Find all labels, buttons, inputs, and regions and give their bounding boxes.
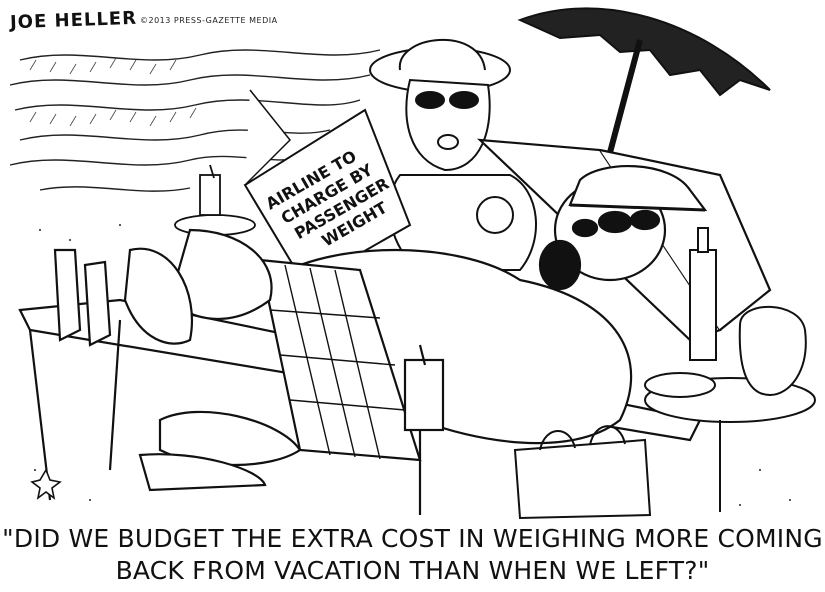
copyright-credit: ©2013 PRESS-GAZETTE MEDIA — [140, 16, 278, 25]
cartoon-illustration: AIRLINE TO CHARGE BY PASSENGER WEIGHT — [9, 7, 816, 520]
beach-bag — [513, 425, 652, 520]
caption-line-1: "DID WE BUDGET THE EXTRA COST IN WEIGHIN… — [2, 524, 823, 553]
side-table-right — [644, 227, 816, 512]
artist-signature: JOE HELLER — [9, 7, 138, 34]
wave-hatching — [29, 57, 197, 127]
newspaper: AIRLINE TO CHARGE BY PASSENGER WEIGHT — [243, 89, 412, 287]
caption-line-2: BACK FROM VACATION THAN WHEN WE LEFT?" — [115, 556, 710, 585]
ocean-waves — [9, 49, 381, 192]
starfish — [30, 468, 62, 500]
man-lounging — [53, 165, 708, 492]
woman-reading — [369, 38, 537, 271]
